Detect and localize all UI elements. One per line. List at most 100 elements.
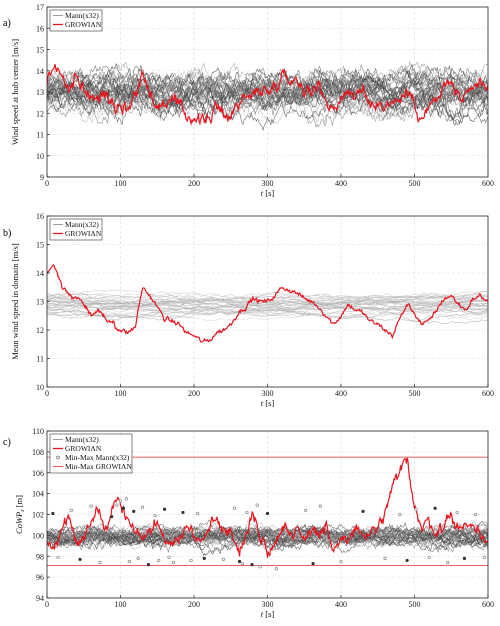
plot-area <box>47 61 488 132</box>
y-tick-label: 14 <box>36 269 44 278</box>
minmax-mann-marker <box>157 558 161 563</box>
growian-series-line <box>47 64 488 126</box>
minmax-mann-marker <box>339 559 343 564</box>
minmax-mann-marker <box>311 561 315 566</box>
y-tick-label: 102 <box>32 511 44 520</box>
minmax-mann-marker <box>258 565 262 569</box>
minmax-mann-marker <box>69 508 73 512</box>
legend-label: Mann(x32) <box>65 220 99 229</box>
x-axis-label: t [s] <box>261 398 275 408</box>
minmax-mann-marker <box>237 559 242 564</box>
x-tick-label: 600 <box>482 600 494 609</box>
legend-label: Mann(x32) <box>65 11 99 20</box>
minmax-mann-marker <box>127 559 131 564</box>
minmax-mann-marker <box>124 497 128 501</box>
x-tick-label: 0 <box>45 389 49 398</box>
minmax-mann-marker <box>153 513 157 518</box>
minmax-mann-marker <box>140 505 145 509</box>
y-axis-label-sub: z <box>20 509 26 513</box>
minmax-mann-marker <box>414 507 418 511</box>
mann-series-line <box>47 524 488 554</box>
x-tick-label: 0 <box>45 600 49 609</box>
x-tick-label: 0 <box>45 179 49 188</box>
y-tick-label: 15 <box>36 241 44 250</box>
x-tick-label: 500 <box>409 179 421 188</box>
mann-series-line <box>47 289 488 304</box>
minmax-mann-marker <box>51 511 55 516</box>
legend-label: Min-Max Mann(x32) <box>65 453 130 462</box>
minmax-mann-marker <box>427 555 431 559</box>
x-axis-label-unit: [s] <box>263 188 274 198</box>
minmax-mann-marker <box>265 511 270 516</box>
plot-area <box>47 264 488 343</box>
minmax-mann-marker <box>181 510 185 515</box>
growian-series-line <box>47 264 488 343</box>
mann-series-line <box>47 302 488 316</box>
minmax-mann-marker <box>136 556 140 560</box>
x-axis-label-var: t <box>261 398 264 408</box>
legend-label: GROWIAN <box>65 444 102 453</box>
panel-label: b) <box>3 228 11 239</box>
mann-series-line <box>47 519 488 546</box>
minmax-mann-marker <box>121 506 126 510</box>
minmax-mann-marker <box>89 504 93 508</box>
mann-series-line <box>47 68 488 108</box>
minmax-mann-marker <box>196 511 200 516</box>
y-axis-label: CoWPz [m] <box>14 495 26 534</box>
mann-series-line <box>47 306 488 325</box>
minmax-mann-marker <box>318 504 323 508</box>
minmax-mann-marker <box>189 558 193 563</box>
mann-series-line <box>47 306 488 317</box>
x-axis-label-unit: [s] <box>263 398 274 408</box>
x-tick-label: 200 <box>188 389 200 398</box>
legend-label: Min-Max GROWIAN <box>65 462 132 471</box>
panel-3: 0 100 200 300 400 500 600 94 96 98 100 102 104 106 108… <box>3 427 494 619</box>
x-tick-label: 100 <box>115 179 127 188</box>
y-tick-label: 100 <box>32 531 44 540</box>
y-tick-label: 14 <box>36 67 44 76</box>
minmax-mann-marker <box>304 508 308 512</box>
y-tick-label: 11 <box>36 355 44 364</box>
panel-2: 0 100 200 300 400 500 600 10 11 12 13 14 15 16 t [s] Me… <box>3 212 494 408</box>
minmax-mann-marker <box>250 562 254 567</box>
minmax-mann-marker <box>245 510 249 515</box>
minmax-mann-marker <box>167 555 171 559</box>
legend-box <box>49 433 133 474</box>
mann-series-line <box>47 295 488 307</box>
mann-series-line <box>47 297 488 310</box>
y-tick-label: 94 <box>36 594 44 603</box>
y-tick-label: 10 <box>36 152 44 161</box>
y-axis-label: Wind speed at hub center [m/s] <box>10 39 20 145</box>
y-tick-label: 108 <box>32 448 44 457</box>
y-tick-label: 96 <box>36 573 44 582</box>
y-tick-label: 110 <box>32 427 44 436</box>
x-axis-label: t [s] <box>261 188 275 198</box>
minmax-mann-marker <box>398 512 402 517</box>
x-axis-label-var: t <box>261 609 264 619</box>
x-tick-label: 400 <box>335 389 347 398</box>
panel-label: c) <box>3 437 11 448</box>
y-axis-label: Mean wind speed in domain [m/s] <box>10 243 20 360</box>
minmax-mann-marker <box>445 560 450 565</box>
x-tick-label: 400 <box>335 600 347 609</box>
mann-series-line <box>47 301 488 319</box>
minmax-mann-marker <box>482 555 486 559</box>
y-tick-label: 104 <box>32 490 44 499</box>
minmax-mann-marker <box>56 555 60 559</box>
minmax-mann-marker <box>132 509 136 513</box>
y-tick-label: 11 <box>36 131 44 140</box>
mann-series-line <box>47 293 488 306</box>
y-tick-label: 98 <box>36 552 44 561</box>
minmax-mann-marker <box>405 558 409 563</box>
minmax-mann-marker <box>115 503 119 507</box>
plot-area <box>47 456 488 571</box>
x-tick-label: 100 <box>115 600 127 609</box>
mann-series-line <box>47 294 488 309</box>
mann-series-line <box>47 295 488 310</box>
minmax-mann-marker <box>462 556 467 560</box>
y-tick-label: 13 <box>36 298 44 307</box>
minmax-mann-marker <box>274 567 278 571</box>
mann-series-line <box>47 524 488 544</box>
x-tick-label: 600 <box>482 389 494 398</box>
